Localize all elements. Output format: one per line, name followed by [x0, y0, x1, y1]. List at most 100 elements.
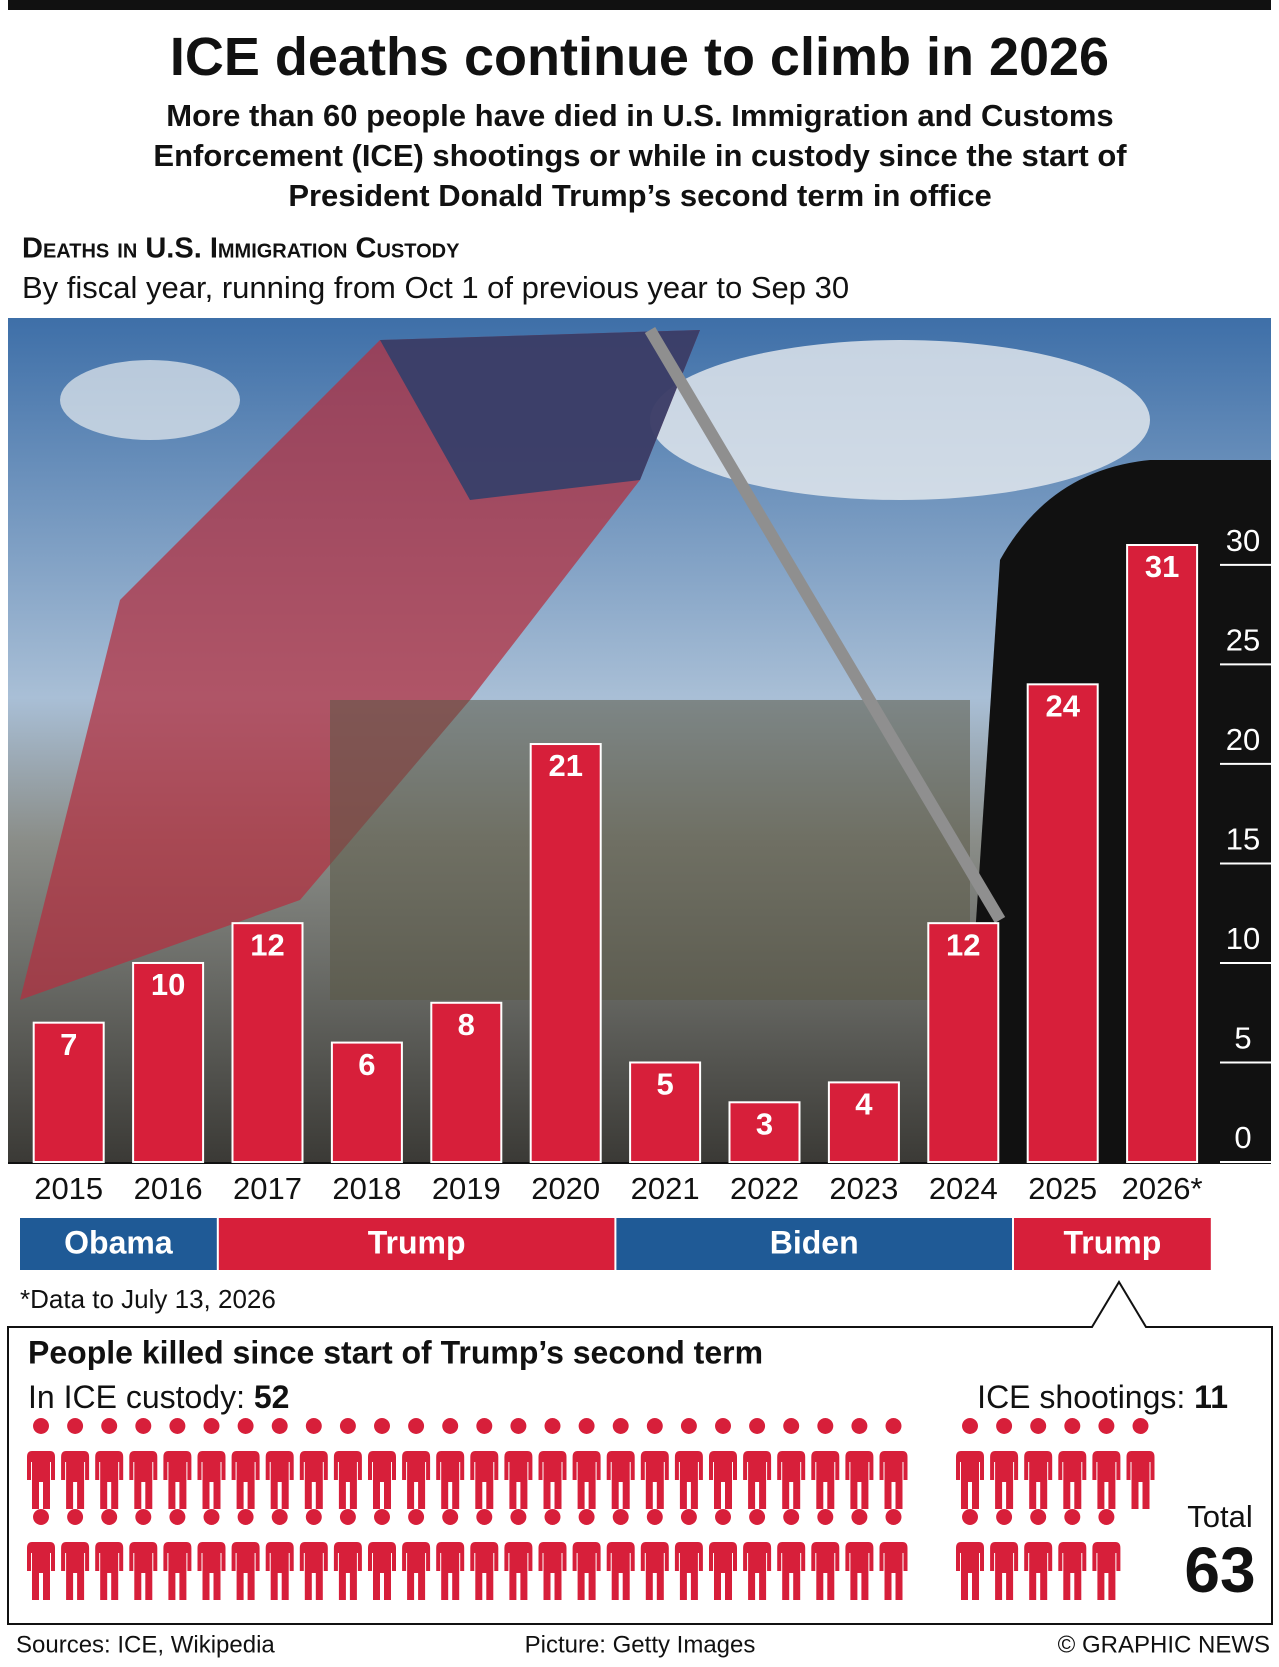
person-icon — [95, 1509, 124, 1600]
bar — [827, 1081, 900, 1163]
total-label: Total — [1187, 1499, 1252, 1534]
person-icon — [436, 1418, 465, 1509]
person-icon — [1092, 1509, 1121, 1600]
y-tick-label: 0 — [1234, 1120, 1251, 1155]
person-icon — [640, 1418, 669, 1509]
person-icon — [231, 1418, 260, 1509]
summary-label: In ICE custody: 52 — [28, 1379, 289, 1415]
value-label: 31 — [1145, 549, 1179, 584]
person-icon — [163, 1509, 192, 1600]
value-label: 10 — [151, 967, 185, 1002]
bar — [728, 1101, 801, 1163]
y-tick-label: 25 — [1226, 623, 1260, 658]
total-value: 63 — [1184, 1534, 1255, 1606]
person-icon — [368, 1418, 396, 1509]
person-icon — [299, 1509, 328, 1600]
person-icon — [956, 1418, 984, 1509]
sources: Sources: ICE, Wikipedia — [16, 1631, 275, 1658]
y-tick-label: 20 — [1226, 722, 1260, 757]
copyright: © GRAPHIC NEWS — [1058, 1631, 1270, 1658]
label-text: ICE shootings: — [977, 1379, 1185, 1415]
value-label: 12 — [946, 927, 980, 962]
administration-band — [616, 1218, 1012, 1270]
person-icon — [265, 1418, 294, 1509]
person-icon — [402, 1418, 431, 1509]
y-tick-label: 5 — [1234, 1021, 1251, 1056]
picture-credit: Picture: Getty Images — [525, 1631, 756, 1658]
person-icon — [777, 1418, 806, 1509]
x-tick-label: 2015 — [34, 1171, 103, 1206]
administration-band — [20, 1218, 217, 1270]
person-icon — [879, 1418, 908, 1509]
person-icon — [1092, 1418, 1121, 1509]
person-icon — [333, 1418, 362, 1509]
person-icon — [845, 1509, 874, 1600]
chart-subtitle: By fiscal year, running from Oct 1 of pr… — [22, 270, 849, 305]
person-icon — [538, 1418, 567, 1509]
x-tick-label: 2018 — [332, 1171, 401, 1206]
person-icon — [606, 1509, 635, 1600]
bar — [1026, 683, 1099, 1163]
x-tick-label: 2025 — [1028, 1171, 1097, 1206]
person-icon — [956, 1509, 984, 1600]
value-label: 8 — [458, 1007, 475, 1042]
x-tick-label: 2026* — [1122, 1171, 1203, 1206]
person-icon — [231, 1509, 260, 1600]
person-icon — [777, 1509, 806, 1600]
person-icon — [470, 1509, 499, 1600]
chart-title: Deaths in U.S. Immigration Custody — [22, 233, 460, 265]
person-icon — [674, 1509, 703, 1600]
administration-band — [218, 1218, 615, 1270]
administration-label: Trump — [368, 1224, 466, 1260]
person-icon — [27, 1418, 55, 1509]
label-number: 52 — [254, 1379, 290, 1415]
person-icon — [743, 1418, 772, 1509]
administration-label: Obama — [64, 1224, 173, 1260]
person-icon — [129, 1418, 158, 1509]
bar — [629, 1061, 702, 1164]
bar — [132, 961, 205, 1163]
top-rule — [8, 0, 1271, 10]
summary-label: ICE shootings: 11 — [977, 1379, 1228, 1415]
value-label: 3 — [756, 1106, 773, 1141]
person-icon — [504, 1509, 533, 1600]
person-icon — [299, 1418, 328, 1509]
y-tick-label: 10 — [1226, 921, 1260, 956]
person-icon — [709, 1418, 737, 1509]
person-icon — [1126, 1418, 1155, 1509]
person-icon — [436, 1509, 465, 1600]
person-icon — [845, 1418, 874, 1509]
person-icon — [811, 1509, 840, 1600]
person-icon — [811, 1418, 840, 1509]
bar — [529, 743, 602, 1164]
subtitle: More than 60 people have died in U.S. Im… — [153, 98, 1127, 213]
x-tick-label: 2020 — [531, 1171, 600, 1206]
person-icon — [197, 1418, 226, 1509]
person-icon — [674, 1418, 703, 1509]
bar — [927, 922, 1000, 1164]
administration-band — [1014, 1218, 1211, 1270]
person-icon — [95, 1418, 124, 1509]
value-label: 24 — [1045, 689, 1080, 724]
person-icon — [163, 1418, 192, 1509]
person-icon — [27, 1509, 55, 1600]
bar — [330, 1041, 403, 1164]
person-icon — [640, 1509, 669, 1600]
person-icon — [990, 1418, 1019, 1509]
footnote: *Data to July 13, 2026 — [20, 1284, 276, 1314]
person-icon — [879, 1509, 908, 1600]
person-icon — [538, 1509, 567, 1600]
bar — [231, 922, 304, 1164]
title: ICE deaths continue to climb in 2026 — [169, 27, 1110, 87]
person-icon — [1024, 1418, 1053, 1509]
y-tick-label: 15 — [1226, 822, 1260, 857]
person-icon — [504, 1418, 533, 1509]
administration-label: Trump — [1064, 1224, 1162, 1260]
value-label: 5 — [656, 1067, 673, 1102]
value-label: 7 — [60, 1027, 77, 1062]
bar — [32, 1021, 105, 1164]
value-label: 4 — [855, 1087, 873, 1122]
person-icon — [606, 1418, 635, 1509]
person-icon — [197, 1509, 226, 1600]
